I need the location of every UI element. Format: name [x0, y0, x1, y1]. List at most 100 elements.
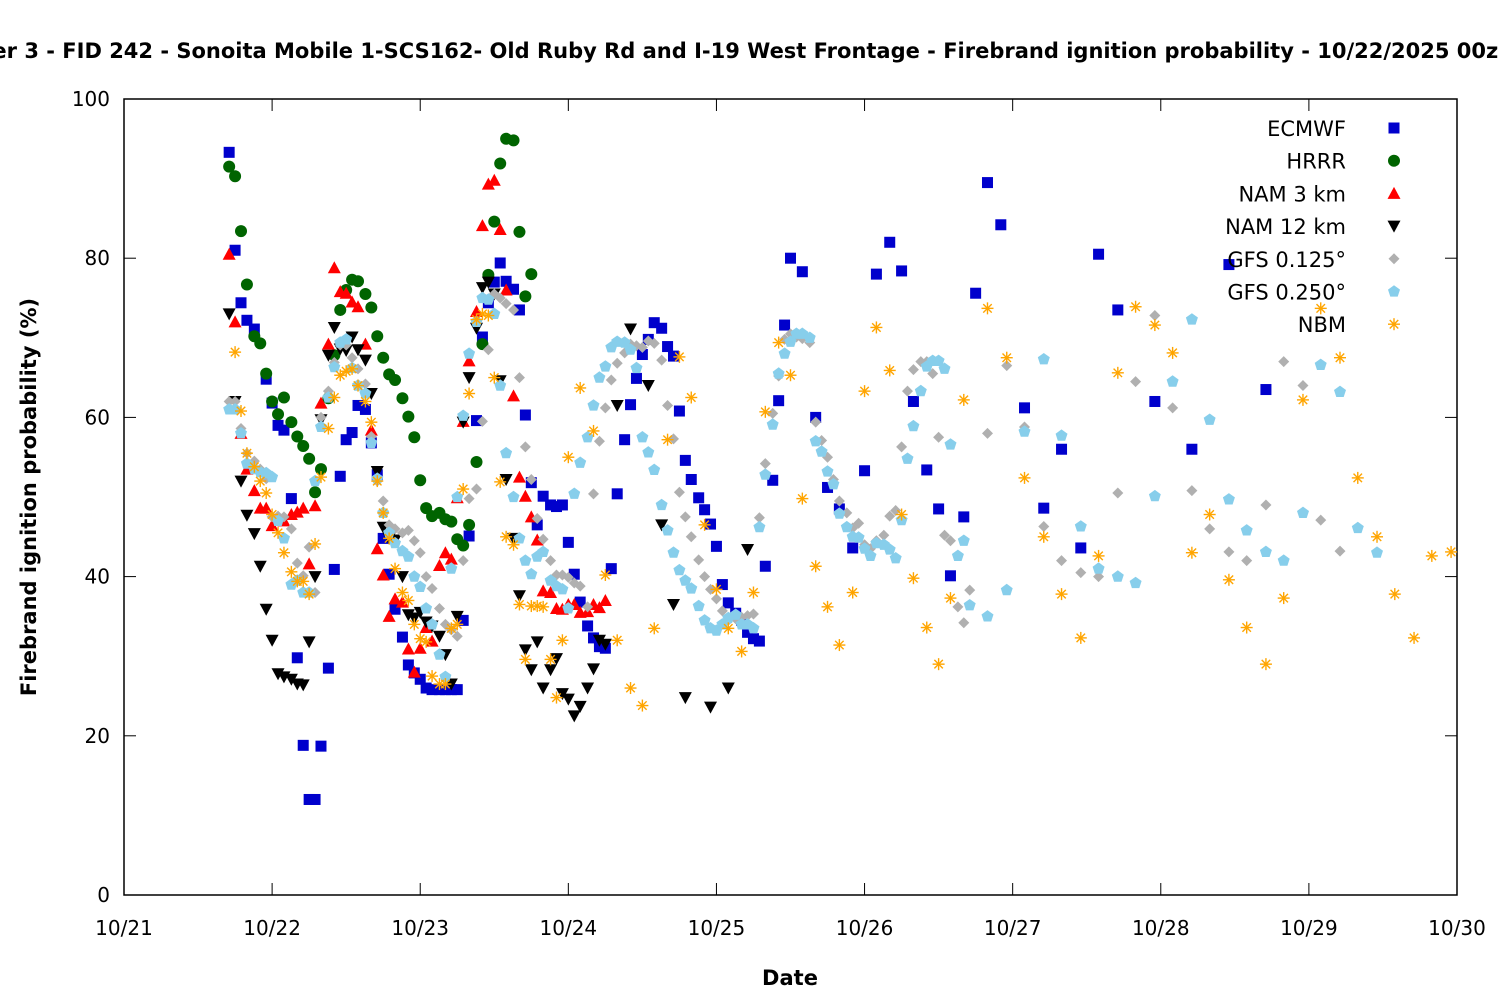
- data-point-gfs-0-250: [1334, 385, 1346, 397]
- data-point-gfs-0-250: [556, 583, 569, 595]
- data-point-nam-3-km: [518, 489, 532, 502]
- data-point-nam-12-km: [666, 598, 680, 611]
- data-point-gfs-0-125: [679, 511, 691, 523]
- data-point-ecmwf: [742, 626, 754, 638]
- data-point-gfs-0-125: [562, 571, 574, 583]
- data-point-nbm: [1000, 351, 1013, 364]
- data-point-ecmwf: [944, 570, 956, 582]
- data-point-gfs-0-125: [439, 618, 451, 630]
- legend-marker: [1387, 220, 1401, 233]
- data-point-gfs-0-125: [593, 435, 605, 447]
- data-point-nam-3-km: [321, 337, 335, 350]
- data-point-nbm: [519, 653, 532, 666]
- data-point-gfs-0-125: [537, 533, 549, 545]
- data-point-gfs-0-250: [753, 520, 766, 533]
- data-point-hrrr: [463, 518, 476, 531]
- data-point-gfs-0-125: [933, 431, 945, 443]
- data-point-gfs-0-250: [1371, 546, 1383, 558]
- data-point-gfs-0-125: [500, 298, 512, 310]
- data-point-ecmwf: [907, 395, 919, 407]
- data-point-ecmwf: [896, 265, 908, 277]
- data-point-ecmwf: [1112, 304, 1124, 316]
- data-point-ecmwf: [315, 740, 327, 752]
- data-point-gfs-0-250: [1148, 489, 1161, 502]
- data-point-gfs-0-125: [1093, 571, 1105, 583]
- data-point-nam-3-km: [401, 642, 415, 655]
- data-point-nbm: [420, 635, 433, 648]
- data-point-nam-12-km: [475, 282, 489, 295]
- data-point-hrrr: [314, 463, 327, 476]
- data-point-gfs-0-250: [772, 367, 785, 379]
- data-point-ecmwf: [933, 503, 945, 515]
- data-point-gfs-0-250: [655, 498, 668, 511]
- data-point-nbm: [426, 670, 439, 683]
- data-point-nam-3-km: [382, 609, 396, 622]
- data-point-nam-3-km: [395, 595, 409, 608]
- data-point-nam-3-km: [407, 665, 421, 678]
- data-point-hrrr: [389, 373, 402, 386]
- data-point-ecmwf: [537, 490, 549, 502]
- data-point-nam-3-km: [413, 641, 427, 654]
- data-point-ecmwf: [235, 297, 247, 309]
- data-point-nbm: [266, 508, 279, 521]
- data-point-gfs-0-250: [864, 549, 877, 561]
- data-point-nbm: [624, 682, 637, 695]
- x-tick-label: 10/21: [95, 916, 153, 940]
- data-point-gfs-0-250: [698, 614, 711, 626]
- data-point-nbm: [562, 451, 575, 464]
- y-tick-label: 60: [85, 405, 110, 429]
- data-point-gfs-0-250: [463, 347, 476, 359]
- data-point-gfs-0-250: [778, 347, 791, 359]
- y-tick-label: 40: [85, 565, 110, 589]
- data-point-nbm: [673, 350, 686, 363]
- data-point-nbm: [772, 336, 785, 349]
- data-point-hrrr: [371, 330, 384, 343]
- data-point-hrrr: [445, 515, 458, 528]
- data-point-gfs-0-125: [451, 630, 463, 642]
- data-point-nbm: [883, 364, 896, 377]
- data-point-nam-12-km: [721, 682, 735, 695]
- axes: 0 20 40 60 80 100 10/21 10/22 10/23 10/24 10/25 10/…: [72, 87, 1486, 940]
- x-tick-label: 10/29: [1280, 916, 1338, 940]
- data-point-hrrr: [291, 430, 304, 443]
- data-point-ecmwf: [471, 415, 483, 427]
- data-point-ecmwf: [346, 427, 358, 439]
- data-point-gfs-0-250: [328, 361, 341, 373]
- data-point-ecmwf: [759, 560, 771, 572]
- data-point-gfs-0-250: [907, 419, 920, 432]
- data-point-gfs-0-125: [648, 337, 660, 349]
- data-point-gfs-0-125: [952, 601, 964, 613]
- data-point-hrrr: [223, 160, 236, 173]
- x-tick-label: 10/23: [391, 916, 449, 940]
- data-point-gfs-0-250: [402, 550, 415, 562]
- data-point-ecmwf: [463, 530, 475, 542]
- data-point-gfs-0-250: [1277, 554, 1290, 566]
- data-point-nam-3-km: [499, 283, 513, 296]
- data-point-ecmwf: [710, 540, 722, 552]
- data-point-ecmwf: [767, 474, 779, 486]
- data-point-nam-12-km: [518, 644, 532, 657]
- data-point-ecmwf: [884, 236, 896, 248]
- data-point-gfs-0-125: [1038, 520, 1050, 532]
- data-point-gfs-0-250: [679, 574, 692, 586]
- data-point-gfs-0-125: [408, 535, 420, 547]
- data-point-nbm: [254, 475, 267, 488]
- data-point-nam-12-km: [321, 349, 335, 362]
- data-point-nbm: [574, 381, 587, 394]
- data-point-gfs-0-250: [901, 452, 914, 464]
- data-point-gfs-0-250: [439, 670, 452, 682]
- legend-label: NAM 12 km: [1225, 215, 1346, 239]
- data-point-nam-12-km: [536, 682, 550, 695]
- data-point-nbm: [272, 526, 285, 539]
- data-point-nbm: [1037, 530, 1050, 543]
- plot-border: [123, 98, 1458, 896]
- data-point-ecmwf: [630, 372, 642, 384]
- data-point-ecmwf: [822, 481, 834, 493]
- data-point-nbm: [1111, 366, 1124, 379]
- data-point-gfs-0-250: [266, 470, 279, 483]
- data-point-gfs-0-250: [1037, 353, 1050, 365]
- data-point-nam-3-km: [339, 286, 353, 299]
- data-point-gfs-0-125: [494, 292, 506, 304]
- data-point-nam-3-km: [228, 315, 242, 328]
- data-point-gfs-0-250: [1018, 425, 1031, 437]
